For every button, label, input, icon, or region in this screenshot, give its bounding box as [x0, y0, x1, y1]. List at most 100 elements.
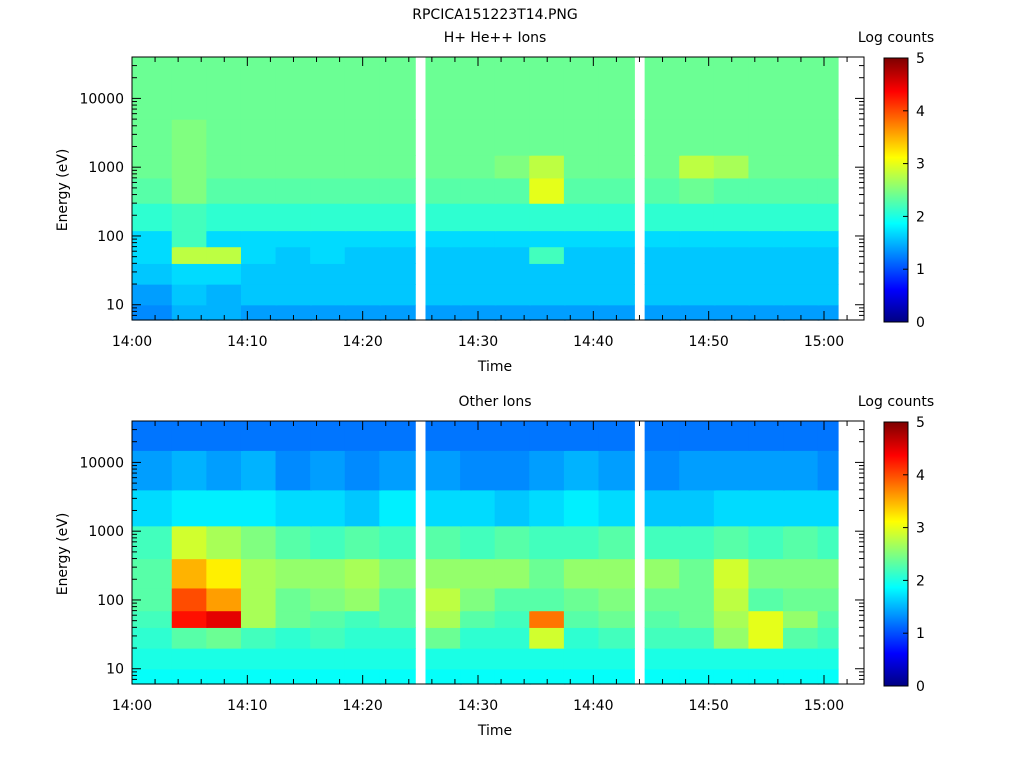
heatmap-cell	[344, 558, 382, 589]
colorbar-step	[884, 130, 908, 133]
heatmap-cell	[344, 525, 382, 560]
heatmap-cell	[494, 558, 532, 589]
heatmap-cell	[817, 57, 839, 120]
heatmap-cell	[644, 668, 682, 685]
heatmap-cell	[598, 230, 635, 248]
heatmap-cell	[817, 119, 839, 156]
colorbar-step	[884, 132, 908, 135]
colorbar-step	[884, 60, 908, 63]
heatmap-cell	[529, 489, 566, 527]
heatmap-cell	[713, 57, 751, 120]
heatmap-cell	[425, 668, 462, 685]
heatmap-cell	[598, 450, 635, 491]
colorbar-step	[884, 262, 908, 265]
colorbar-step	[884, 478, 908, 481]
colorbar-step	[884, 214, 908, 217]
colorbar-step	[884, 474, 908, 477]
colorbar-step	[884, 462, 908, 465]
heatmap-cell	[679, 246, 716, 264]
colorbar-step	[884, 582, 908, 585]
colorbar-step	[884, 126, 908, 129]
heatmap-cell	[379, 627, 416, 649]
heatmap-cell	[783, 450, 820, 491]
colorbar-tick-label: 5	[916, 415, 925, 431]
colorbar-step	[884, 454, 908, 457]
x-axis-label: Time	[477, 359, 512, 375]
colorbar-tick-label: 2	[916, 573, 925, 589]
colorbar-step	[884, 668, 908, 671]
heatmap-cell	[171, 648, 209, 670]
heatmap-cell	[379, 284, 416, 306]
heatmap-cell	[563, 119, 601, 156]
heatmap-cell	[563, 246, 601, 264]
heatmap-cell	[494, 263, 532, 285]
x-tick-label: 14:20	[342, 334, 382, 350]
x-tick-label: 14:30	[458, 698, 498, 714]
colorbar-step	[884, 146, 908, 149]
colorbar-step	[884, 312, 908, 315]
colorbar-step	[884, 564, 908, 567]
colorbar-step	[884, 656, 908, 659]
heatmap-cell	[783, 489, 820, 527]
heatmap-cell	[748, 177, 785, 204]
heatmap-cell	[171, 627, 209, 649]
colorbar-step	[884, 100, 908, 103]
colorbar-label: Log counts	[858, 394, 934, 410]
heatmap-cell	[425, 119, 462, 156]
colorbar-step	[884, 424, 908, 427]
heatmap-cell	[598, 177, 635, 204]
heatmap-cell	[644, 177, 682, 204]
heatmap-cell	[379, 177, 416, 204]
heatmap-cell	[275, 450, 312, 491]
heatmap-cell	[713, 284, 751, 306]
colorbar-step	[884, 190, 908, 193]
heatmap-cell	[817, 246, 839, 264]
colorbar-step	[884, 562, 908, 565]
y-tick-label: 100	[97, 593, 124, 609]
panel-title: Other Ions	[458, 394, 531, 410]
heatmap-cell	[748, 57, 785, 120]
x-tick-label: 14:50	[688, 334, 728, 350]
heatmap-cell	[425, 450, 462, 491]
colorbar-step	[884, 254, 908, 257]
heatmap-cell	[275, 558, 312, 589]
heatmap-cell	[783, 203, 820, 232]
heatmap-cell	[644, 155, 682, 179]
heatmap-cell	[132, 230, 174, 248]
heatmap-cell	[644, 263, 682, 285]
heatmap-cell	[748, 263, 785, 285]
colorbar: Log counts 0 1 2 3 4 5	[858, 394, 934, 695]
colorbar-step	[884, 178, 908, 181]
plot-frame	[131, 420, 865, 685]
heatmap-cell	[310, 284, 347, 306]
colorbar-step	[884, 140, 908, 143]
colorbar-step	[884, 494, 908, 497]
colorbar-step	[884, 500, 908, 503]
heatmap-cell	[529, 177, 566, 204]
heatmap-cell	[713, 525, 751, 560]
heatmap-cell	[344, 587, 382, 612]
heatmap-cell	[748, 525, 785, 560]
heatmap-cell	[817, 668, 839, 685]
colorbar-step	[884, 468, 908, 471]
heatmap-cell	[494, 450, 532, 491]
colorbar-step	[884, 302, 908, 305]
colorbar-step	[884, 432, 908, 435]
colorbar-step	[884, 592, 908, 595]
heatmap-cell	[240, 610, 278, 628]
colorbar-step	[884, 70, 908, 73]
heatmap-cell	[240, 155, 278, 179]
colorbar-step	[884, 476, 908, 479]
heatmap-cell	[748, 230, 785, 248]
heatmap-cell	[310, 627, 347, 649]
heatmap-cell	[240, 525, 278, 560]
heatmap-cell	[132, 627, 174, 649]
colorbar-step	[884, 508, 908, 511]
heatmap-cell	[563, 558, 601, 589]
x-tick-label: 14:00	[112, 698, 152, 714]
heatmap-cell	[713, 177, 751, 204]
heatmap-cell	[344, 627, 382, 649]
heatmap-cell	[494, 421, 532, 451]
heatmap-cell	[748, 203, 785, 232]
